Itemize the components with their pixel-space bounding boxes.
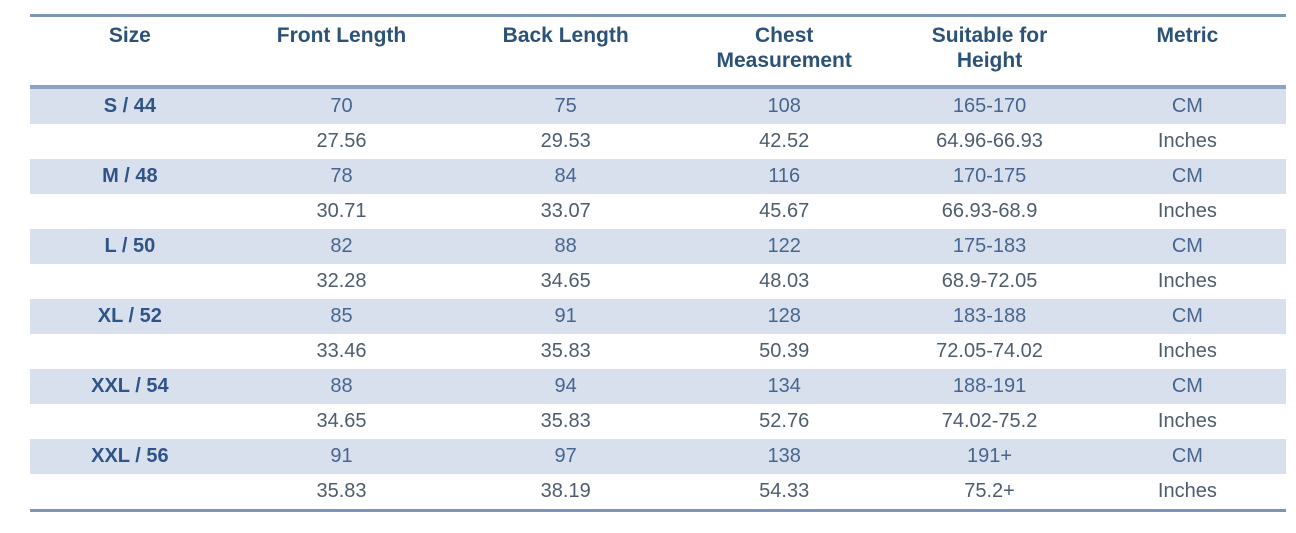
row-xl-52-inches: 33.46 35.83 50.39 72.05-74.02 Inches [30, 334, 1286, 369]
height-cell: 165-170 [952, 95, 1027, 117]
metric-cell: Inches [1157, 200, 1217, 222]
metric-cell: Inches [1157, 480, 1217, 502]
chest-cell: 42.52 [759, 130, 810, 152]
metric-cell: Inches [1157, 270, 1217, 292]
chest-cell: 122 [767, 235, 801, 257]
size-cell [30, 404, 230, 439]
size-cell [30, 474, 230, 511]
row-l-50-cm: L / 50 82 88 122 175-183 CM [30, 229, 1286, 264]
metric-cell: CM [1171, 235, 1203, 257]
chest-cell: 45.67 [759, 200, 810, 222]
col-header-suitable-height-label: Suitable for Height [931, 24, 1048, 72]
front-length-cell: 32.28 [316, 270, 367, 292]
row-xxl-56-inches: 35.83 38.19 54.33 75.2+ Inches [30, 474, 1286, 511]
size-cell [30, 334, 230, 369]
back-length-cell: 94 [554, 375, 577, 397]
row-xl-52-cm: XL / 52 85 91 128 183-188 CM [30, 299, 1286, 334]
header-row: Size Front Length Back Length Chest Meas… [30, 15, 1286, 89]
col-header-metric: Metric [1088, 15, 1286, 89]
metric-cell: Inches [1157, 130, 1217, 152]
chest-cell: 134 [767, 375, 801, 397]
row-xxl-54-inches: 34.65 35.83 52.76 74.02-75.2 Inches [30, 404, 1286, 439]
metric-cell: Inches [1157, 340, 1217, 362]
size-cell: S / 44 [103, 95, 156, 117]
chest-cell: 52.76 [759, 410, 810, 432]
metric-cell: CM [1171, 165, 1203, 187]
size-cell: M / 48 [102, 165, 158, 187]
front-length-cell: 27.56 [316, 130, 367, 152]
size-cell [30, 124, 230, 159]
back-length-cell: 33.07 [540, 200, 591, 222]
back-length-cell: 91 [554, 305, 577, 327]
front-length-cell: 70 [330, 95, 353, 117]
chest-cell: 128 [767, 305, 801, 327]
back-length-cell: 35.83 [540, 340, 591, 362]
height-cell: 175-183 [952, 235, 1027, 257]
metric-cell: CM [1171, 305, 1203, 327]
col-header-chest-measurement-label: Chest Measurement [716, 24, 852, 72]
col-header-back-length: Back Length [453, 15, 679, 89]
height-cell: 66.93-68.9 [941, 200, 1038, 222]
height-cell: 72.05-74.02 [936, 340, 1043, 362]
row-m-48-inches: 30.71 33.07 45.67 66.93-68.9 Inches [30, 194, 1286, 229]
row-xxl-56-cm: XXL / 56 91 97 138 191+ CM [30, 439, 1286, 474]
back-length-cell: 97 [554, 445, 577, 467]
height-cell: 75.2+ [964, 480, 1015, 502]
front-length-cell: 88 [330, 375, 353, 397]
row-s-44-cm: S / 44 70 75 108 165-170 CM [30, 87, 1286, 124]
metric-cell: CM [1171, 95, 1203, 117]
col-header-metric-label: Metric [1156, 24, 1219, 47]
col-header-front-length: Front Length [229, 15, 454, 89]
row-s-44-inches: 27.56 29.53 42.52 64.96-66.93 Inches [30, 124, 1286, 159]
size-chart-table: Size Front Length Back Length Chest Meas… [30, 14, 1286, 512]
size-cell: XXL / 56 [91, 445, 169, 467]
back-length-cell: 75 [554, 95, 577, 117]
size-cell: XXL / 54 [91, 375, 169, 397]
back-length-cell: 88 [554, 235, 577, 257]
size-cell: L / 50 [104, 235, 156, 257]
chest-cell: 50.39 [759, 340, 810, 362]
col-header-chest-measurement: Chest Measurement [678, 15, 891, 89]
chest-cell: 138 [767, 445, 801, 467]
front-length-cell: 85 [330, 305, 353, 327]
chest-cell: 116 [768, 165, 801, 187]
col-header-front-length-label: Front Length [276, 24, 407, 47]
metric-cell: Inches [1157, 410, 1217, 432]
back-length-cell: 34.65 [540, 270, 591, 292]
height-cell: 188-191 [952, 375, 1027, 397]
row-xxl-54-cm: XXL / 54 88 94 134 188-191 CM [30, 369, 1286, 404]
chest-cell: 48.03 [759, 270, 810, 292]
size-cell: XL / 52 [97, 305, 162, 327]
front-length-cell: 33.46 [316, 340, 367, 362]
size-cell [30, 194, 230, 229]
back-length-cell: 35.83 [540, 410, 591, 432]
height-cell: 183-188 [952, 305, 1027, 327]
front-length-cell: 78 [330, 165, 353, 187]
height-cell: 64.96-66.93 [936, 130, 1043, 152]
col-header-size: Size [30, 15, 230, 89]
front-length-cell: 91 [330, 445, 353, 467]
front-length-cell: 30.71 [316, 200, 367, 222]
height-cell: 74.02-75.2 [941, 410, 1038, 432]
metric-cell: CM [1171, 375, 1203, 397]
col-header-size-label: Size [108, 24, 151, 47]
row-m-48-cm: M / 48 78 84 116 170-175 CM [30, 159, 1286, 194]
back-length-cell: 84 [554, 165, 577, 187]
back-length-cell: 38.19 [540, 480, 591, 502]
front-length-cell: 34.65 [316, 410, 367, 432]
row-l-50-inches: 32.28 34.65 48.03 68.9-72.05 Inches [30, 264, 1286, 299]
col-header-back-length-label: Back Length [502, 24, 629, 47]
chest-cell: 54.33 [759, 480, 810, 502]
height-cell: 68.9-72.05 [941, 270, 1038, 292]
size-cell [30, 264, 230, 299]
col-header-suitable-height: Suitable for Height [890, 15, 1089, 89]
metric-cell: CM [1171, 445, 1203, 467]
back-length-cell: 29.53 [540, 130, 591, 152]
front-length-cell: 35.83 [316, 480, 367, 502]
height-cell: 170-175 [952, 165, 1027, 187]
height-cell: 191+ [967, 445, 1013, 467]
chest-cell: 108 [767, 95, 801, 117]
front-length-cell: 82 [330, 235, 353, 257]
